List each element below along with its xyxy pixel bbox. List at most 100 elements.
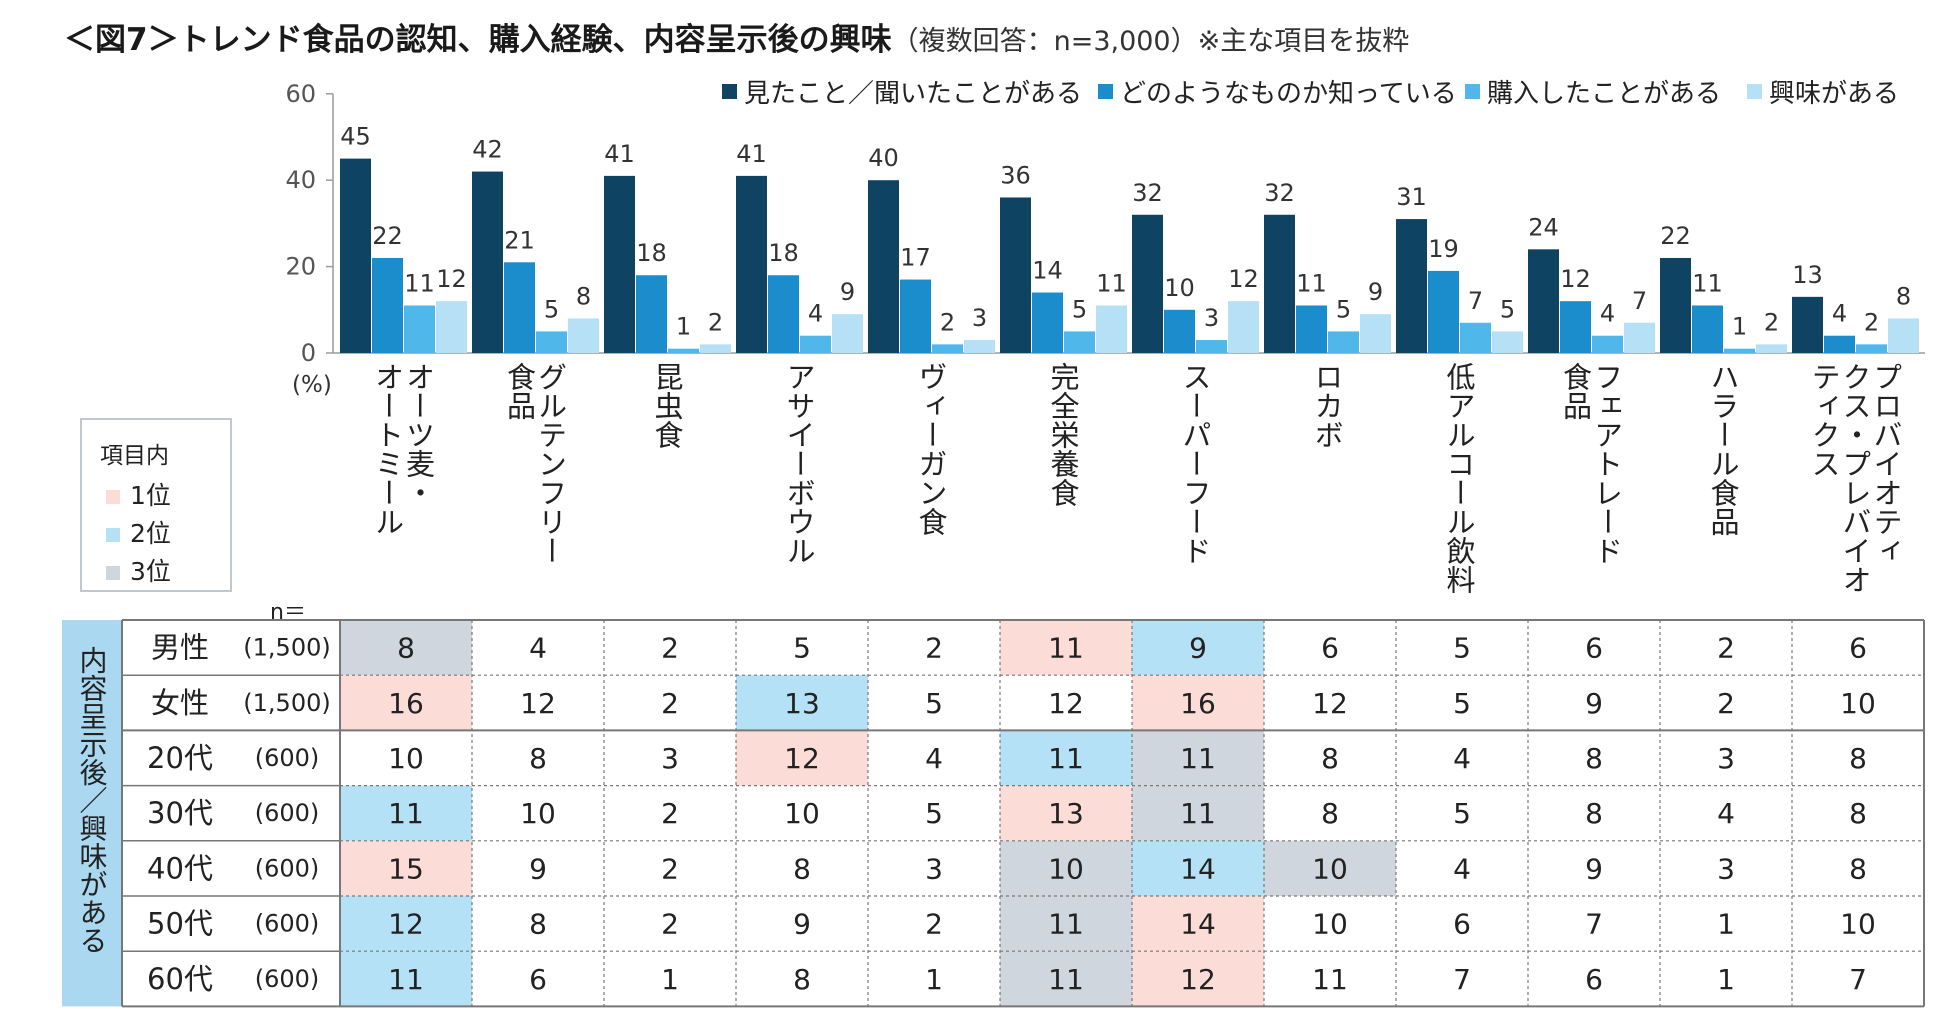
y-unit-label: (%) xyxy=(292,372,332,398)
table-cell: 2 xyxy=(925,632,943,665)
bar xyxy=(1724,348,1755,353)
category-label-line: ロカボ xyxy=(1310,362,1344,449)
row-label: 20代 xyxy=(147,741,213,775)
category-label-line: スーパーフード xyxy=(1178,362,1212,565)
table-cell: 12 xyxy=(388,908,424,941)
table-cell: 14 xyxy=(1180,908,1216,941)
chart-title-note: （複数回答：n=3,000）※主な項目を抜粋 xyxy=(891,26,1410,57)
bar-value-label: 5 xyxy=(544,295,559,323)
bar-value-label: 4 xyxy=(1600,300,1615,328)
legend-swatch xyxy=(722,84,737,99)
rank-legend-item-2: 2位 xyxy=(106,514,171,550)
table-cell: 11 xyxy=(1048,908,1084,941)
bar xyxy=(1228,301,1259,353)
bar-value-label: 32 xyxy=(1264,179,1295,207)
bar xyxy=(1792,296,1823,353)
table-cell: 5 xyxy=(1453,632,1471,665)
bar-value-label: 13 xyxy=(1792,261,1823,289)
table-cell: 10 xyxy=(520,797,556,830)
bar-value-label: 31 xyxy=(1396,183,1427,211)
category-label-line: 昆虫食 xyxy=(650,362,684,449)
bar-value-label: 3 xyxy=(1204,304,1219,332)
bar-value-label: 2 xyxy=(940,308,955,336)
table-cell: 9 xyxy=(1189,632,1207,665)
table-cell: 8 xyxy=(529,908,547,941)
bar-value-label: 1 xyxy=(676,313,691,341)
table-cell: 6 xyxy=(529,963,547,996)
side-label: 内容呈示後／興味がある xyxy=(76,646,109,954)
bar xyxy=(472,171,503,353)
y-tick-label: 0 xyxy=(301,339,316,367)
bar xyxy=(636,275,667,353)
category-label: 昆虫食 xyxy=(650,362,684,449)
rank-highlight-cell xyxy=(1132,730,1264,786)
y-tick-label: 20 xyxy=(285,253,316,281)
table-n-label: n＝ xyxy=(270,600,306,625)
bar xyxy=(868,180,899,353)
rank-swatch-1 xyxy=(106,490,120,504)
bar xyxy=(1624,322,1655,353)
category-label-line: ハラール食品 xyxy=(1706,362,1740,536)
category-label-line: ティクス xyxy=(1807,362,1841,478)
category-label: 完全栄養食 xyxy=(1046,362,1080,507)
table-cell: 3 xyxy=(1717,742,1735,775)
table-cell: 6 xyxy=(1321,632,1339,665)
table-cell: 16 xyxy=(388,687,424,720)
rank-swatch-2 xyxy=(106,528,120,542)
rank-highlight-cell xyxy=(1132,620,1264,676)
table-cell: 8 xyxy=(1321,797,1339,830)
table-cell: 4 xyxy=(925,742,943,775)
table-cell: 11 xyxy=(1048,963,1084,996)
bar-value-label: 11 xyxy=(1296,269,1327,297)
legend-label: 興味がある xyxy=(1769,79,1899,109)
legend-swatch xyxy=(1465,84,1480,99)
bar xyxy=(340,158,371,353)
legend-swatch xyxy=(1747,84,1762,99)
row-n: (600) xyxy=(255,744,320,772)
table-cell: 12 xyxy=(1180,963,1216,996)
bar xyxy=(436,301,467,353)
table-cell: 2 xyxy=(661,687,679,720)
table-cell: 2 xyxy=(1717,632,1735,665)
rank-highlight-cell xyxy=(340,840,472,896)
category-label-line: 食品 xyxy=(503,362,537,420)
bar xyxy=(1096,305,1127,353)
rank-legend: 項目内 1位 2位 3位 xyxy=(80,418,232,592)
bar-value-label: 9 xyxy=(1368,278,1383,306)
bar-value-label: 5 xyxy=(1500,295,1515,323)
bar-value-label: 7 xyxy=(1468,287,1483,315)
table-cell: 11 xyxy=(1048,742,1084,775)
bar-value-label: 2 xyxy=(1764,308,1779,336)
bar-value-label: 12 xyxy=(1560,265,1591,293)
rank-legend-item-3: 3位 xyxy=(106,552,171,588)
bar-value-label: 1 xyxy=(1732,313,1747,341)
table-cell: 4 xyxy=(1453,852,1471,885)
table-cell: 15 xyxy=(388,852,424,885)
y-tick-label: 40 xyxy=(285,166,316,194)
legend-label: どのようなものか知っている xyxy=(1120,79,1457,109)
rank-legend-label-1: 1位 xyxy=(130,481,171,510)
bar xyxy=(1296,305,1327,353)
table-cell: 11 xyxy=(1312,963,1348,996)
table-cell: 2 xyxy=(925,908,943,941)
rank-highlight-cell xyxy=(1132,785,1264,841)
bar-value-label: 41 xyxy=(604,140,635,168)
bar xyxy=(900,279,931,353)
table-cell: 6 xyxy=(1585,632,1603,665)
table-cell: 4 xyxy=(529,632,547,665)
row-label: 40代 xyxy=(147,851,213,885)
legend-item: どのようなものか知っている xyxy=(1098,79,1457,109)
category-label-line: 低アルコール飲料 xyxy=(1442,362,1476,594)
row-n: (600) xyxy=(255,799,320,827)
table-cell: 14 xyxy=(1180,852,1216,885)
bar xyxy=(504,262,535,353)
table-cell: 1 xyxy=(1717,908,1735,941)
row-n: (600) xyxy=(255,854,320,882)
bar xyxy=(404,305,435,353)
rank-highlight-cell xyxy=(1000,620,1132,676)
bar xyxy=(1824,335,1855,353)
table-cell: 13 xyxy=(784,687,820,720)
rank-highlight-cell xyxy=(340,620,472,676)
